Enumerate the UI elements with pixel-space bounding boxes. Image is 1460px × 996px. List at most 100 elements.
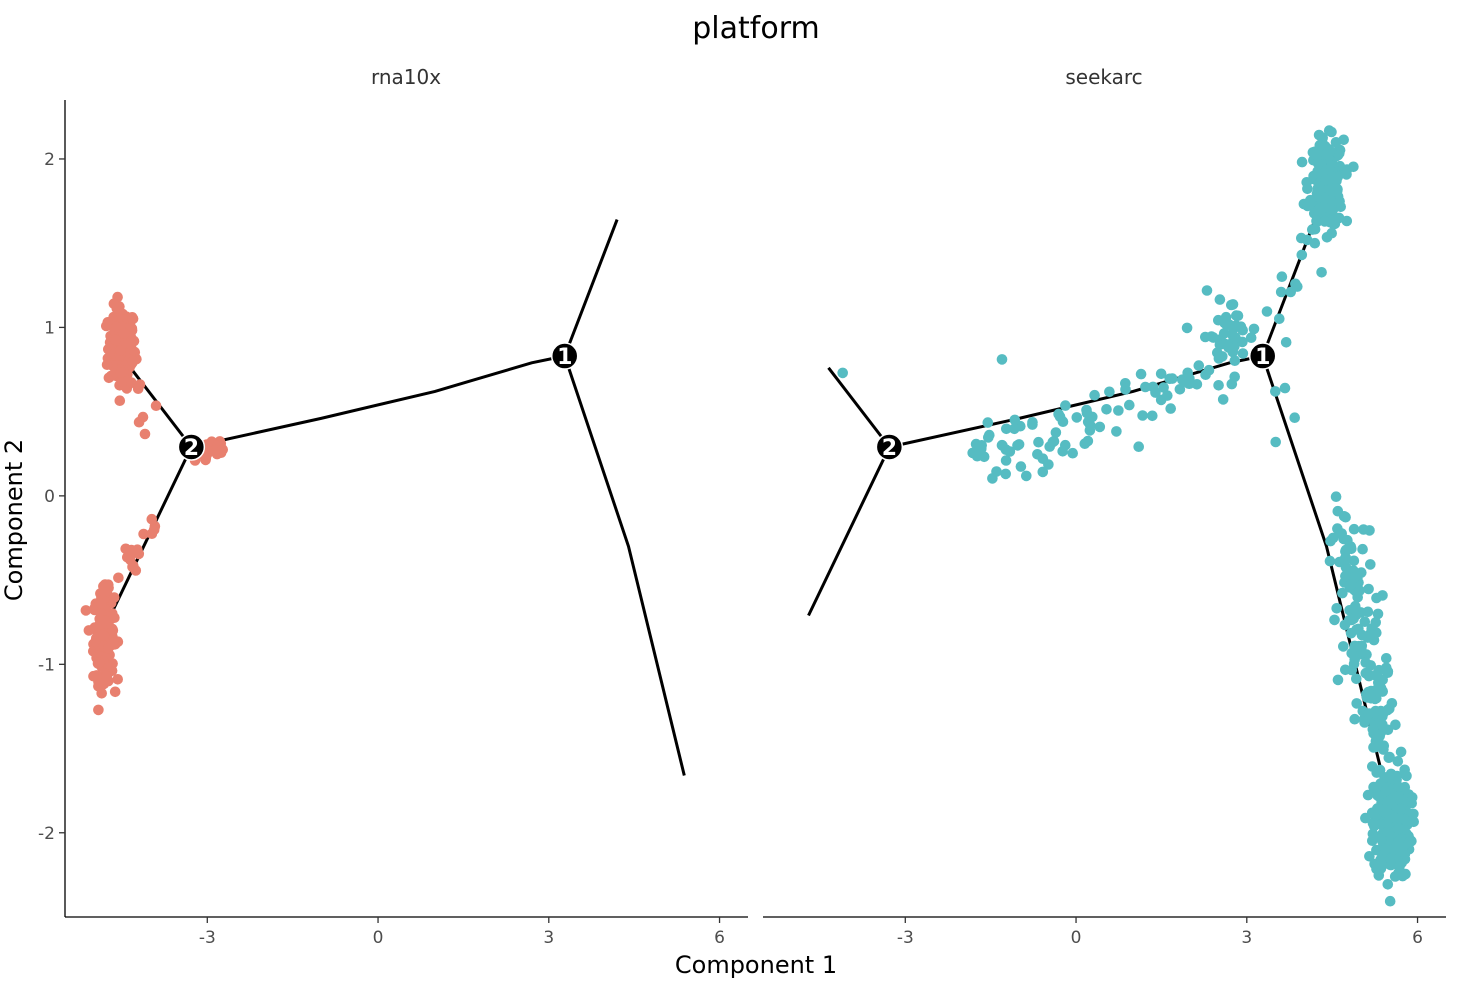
data-point [1375,833,1387,844]
data-point [1363,583,1374,595]
data-point [1348,555,1360,567]
node-marker [875,433,904,461]
data-point [1321,148,1332,160]
data-point [101,670,112,682]
data-point [93,704,104,716]
data-point [1279,382,1291,394]
data-point [1385,859,1397,871]
data-point [133,416,145,428]
data-point [1331,603,1342,614]
node-label: 2 [184,436,199,461]
data-point [976,443,987,455]
facet-label-rna10x: rna10x [371,65,441,89]
data-point [1371,592,1382,604]
data-point [1351,673,1362,685]
node-label: 1 [557,345,572,370]
x-tick-label: 0 [1071,928,1082,948]
data-point [982,417,994,428]
data-point [1135,368,1147,380]
data-point [1183,378,1194,389]
data-point [1213,314,1224,326]
points-rna10x [80,291,228,716]
data-point [1191,379,1203,390]
data-point [1368,781,1379,793]
data-point [1338,134,1349,146]
data-point [1235,321,1247,333]
data-point [1346,543,1357,555]
data-point [1162,390,1173,401]
data-point [1218,328,1230,339]
trajectory-branch [191,354,566,449]
data-point [1133,441,1144,453]
data-point [1124,399,1135,411]
data-point [1339,554,1350,565]
y-tick-label: -1 [38,655,55,675]
data-point [1309,223,1321,235]
data-point [125,554,136,565]
data-point [1081,407,1093,419]
data-point [1390,719,1401,731]
data-point [1368,820,1380,832]
data-point [1276,271,1288,283]
data-point [146,513,158,525]
data-point [1027,417,1038,428]
data-point [1359,616,1371,627]
data-point [1150,387,1161,398]
data-point [1193,360,1205,371]
data-point [132,383,144,395]
trajectory-node-2: 2 [875,433,904,461]
data-point [1360,657,1371,668]
data-point [1270,436,1281,448]
data-point [126,544,137,556]
data-point [101,320,112,332]
data-point [1334,527,1345,539]
data-point [1085,420,1096,431]
node-label: 1 [1255,345,1270,370]
data-point [1147,410,1158,422]
data-point [1113,405,1124,416]
data-point [1388,791,1400,803]
data-point [1104,386,1115,398]
data-point [112,674,123,685]
data-point [126,312,138,324]
data-point [1384,771,1396,782]
data-point [1270,386,1281,397]
data-point [1373,870,1385,881]
data-point [1365,628,1376,640]
data-point [1307,147,1319,158]
data-point [88,670,99,682]
data-point [1329,614,1340,626]
facet-label-seekarc: seekarc [1065,65,1142,89]
trajectory-branch [889,354,1264,449]
trajectory-lines [109,219,686,776]
data-point [1237,348,1249,359]
data-point [1394,861,1405,873]
data-point [1000,468,1011,480]
data-point [1089,389,1100,401]
data-point [217,444,228,455]
x-tick-label: -3 [199,928,216,948]
data-point [1339,619,1351,631]
data-point [1213,380,1224,391]
data-point [1071,412,1083,423]
data-point [99,615,111,626]
data-point [1032,449,1043,460]
data-point [99,579,111,590]
data-point [139,428,151,440]
data-point [1346,647,1357,659]
data-point [1364,525,1375,536]
data-point [200,454,211,466]
data-point [1001,423,1012,435]
data-point [1361,649,1372,660]
y-tick-label: -2 [38,824,55,844]
data-point [108,298,120,310]
data-point [1181,322,1193,334]
data-point [1245,332,1257,344]
y-tick-label: 0 [44,487,55,507]
data-point [1326,126,1337,138]
points-seekarc [837,125,1419,907]
data-point [1364,851,1375,862]
trajectory-branch [827,366,891,448]
data-point [1316,267,1327,278]
